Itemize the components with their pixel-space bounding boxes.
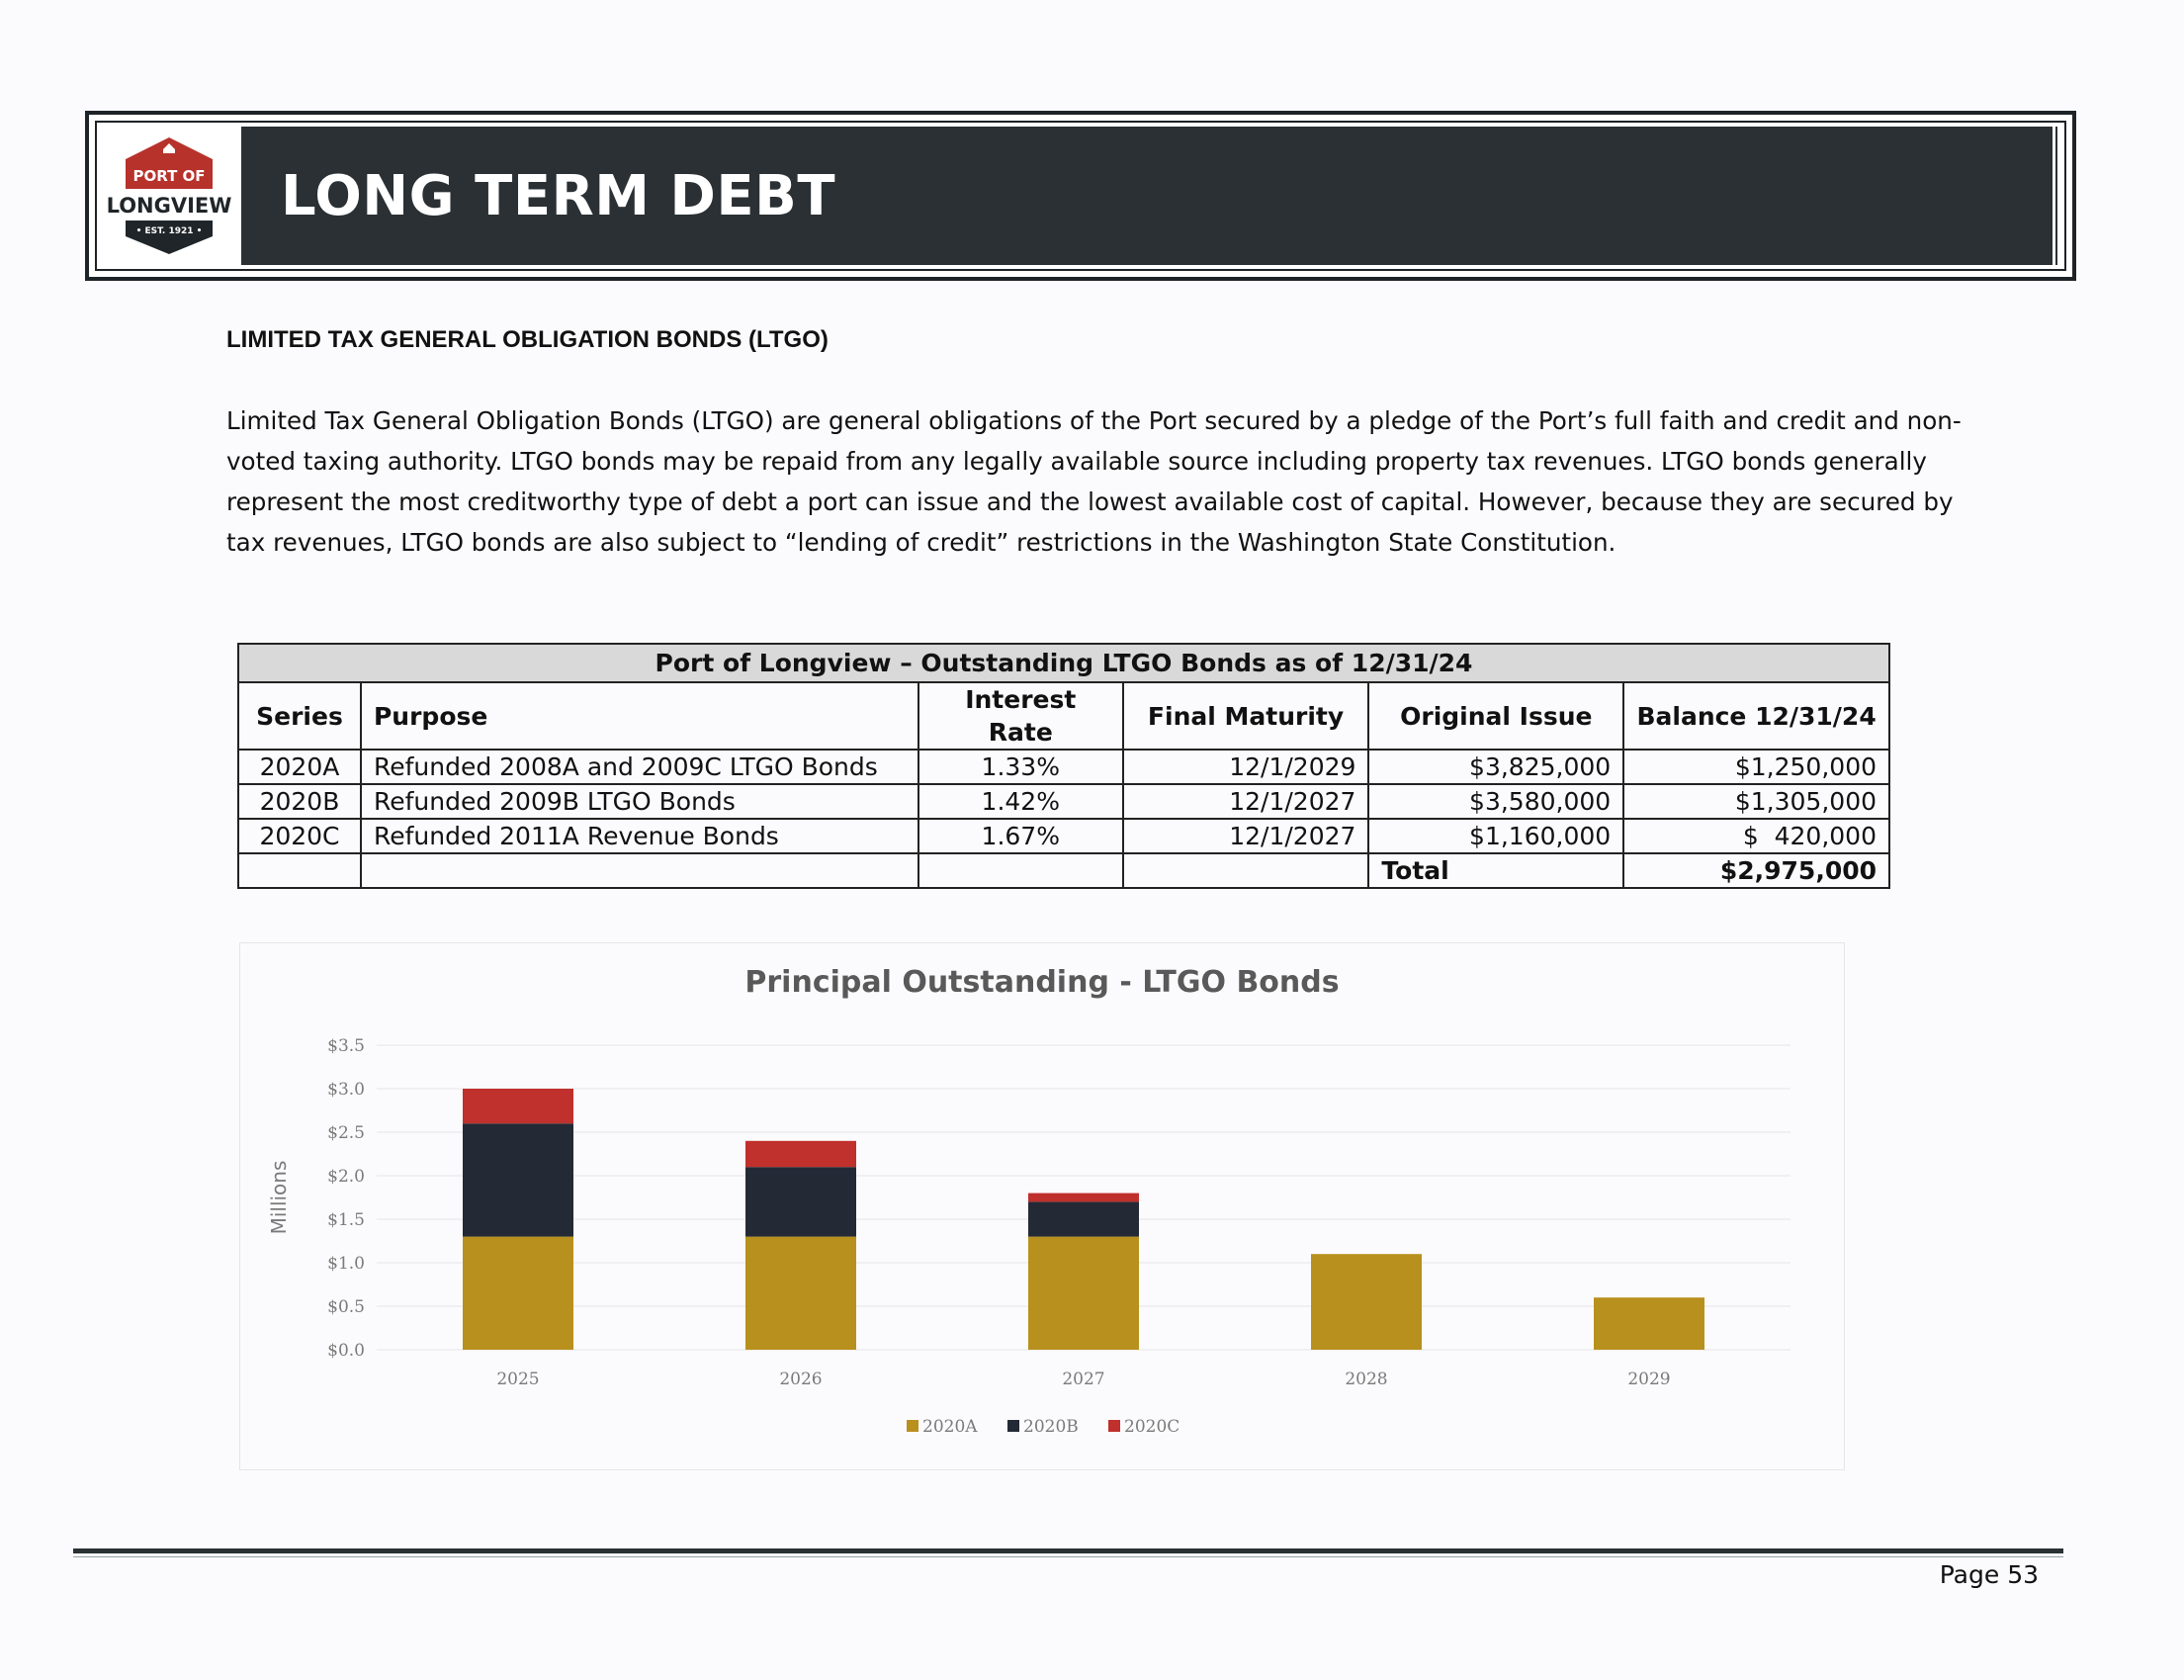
bar-2020c-2026	[745, 1140, 856, 1168]
bar-2020c-2027	[1028, 1193, 1139, 1202]
table-caption: Port of Longview – Outstanding LTGO Bond…	[237, 643, 1890, 683]
total-value: $2,975,000	[1622, 852, 1890, 889]
cell-original-issue: $1,160,000	[1367, 818, 1625, 854]
empty-cell	[359, 852, 919, 889]
empty-cell	[237, 852, 362, 889]
cell-final-maturity: 12/1/2029	[1121, 749, 1370, 785]
table-total-row: Total $2,975,000	[237, 852, 1890, 889]
table-row: 2020A Refunded 2008A and 2009C LTGO Bond…	[237, 749, 1890, 785]
legend-label-2020c: 2020C	[1124, 1417, 1179, 1437]
bar-2020a-2025	[463, 1236, 573, 1350]
cell-series: 2020B	[237, 783, 362, 820]
header-banner: PORT OF LONGVIEW • EST. 1921 • LONG TERM…	[85, 111, 2076, 281]
cell-balance: $ 420,000	[1622, 818, 1890, 854]
chart-plot: $0.0 $0.5 $1.0 $1.5 $2.0 $2.5 $3.0 $3.5 Millions…	[267, 1036, 1791, 1437]
cell-purpose: Refunded 2011A Revenue Bonds	[359, 818, 919, 854]
cell-balance: $1,305,000	[1622, 783, 1890, 820]
section-paragraph: Limited Tax General Obligation Bonds (LT…	[226, 406, 1962, 557]
page-number: Page 53	[1939, 1560, 2039, 1589]
bar-2020a-2027	[1028, 1236, 1139, 1350]
section-heading: LIMITED TAX GENERAL OBLIGATION BONDS (LT…	[226, 326, 829, 353]
title-bar: LONG TERM DEBT	[241, 127, 2060, 265]
bar-2020c-2025	[463, 1089, 573, 1124]
cell-series: 2020C	[237, 818, 362, 854]
bar-2020a-2028	[1311, 1254, 1422, 1350]
legend-swatch-2020b	[1007, 1420, 1019, 1432]
x-tick-label: 2025	[496, 1370, 539, 1389]
principal-chart: Principal Outstanding - LTGO Bonds $0.0 $…	[239, 942, 1845, 1470]
empty-cell	[1121, 852, 1370, 889]
y-tick-label: $2.0	[327, 1167, 365, 1187]
col-header-interest-rate: Interest Rate	[917, 681, 1124, 751]
logo-line3: • EST. 1921 •	[136, 226, 203, 236]
cell-interest-rate: 1.42%	[917, 783, 1124, 820]
cell-purpose: Refunded 2009B LTGO Bonds	[359, 783, 919, 820]
bar-2020b-2026	[745, 1167, 856, 1237]
table-row: 2020C Refunded 2011A Revenue Bonds 1.67%…	[237, 818, 1890, 854]
logo-line2: LONGVIEW	[107, 194, 232, 218]
x-tick-label: 2029	[1627, 1370, 1670, 1389]
table-row: 2020B Refunded 2009B LTGO Bonds 1.42% 12…	[237, 783, 1890, 820]
cell-final-maturity: 12/1/2027	[1121, 818, 1370, 854]
y-tick-label: $0.0	[327, 1341, 365, 1361]
chart-title: Principal Outstanding - LTGO Bonds	[744, 965, 1340, 1000]
cell-final-maturity: 12/1/2027	[1121, 783, 1370, 820]
y-tick-label: $2.5	[327, 1123, 365, 1143]
empty-cell	[917, 852, 1124, 889]
col-header-series: Series	[237, 681, 362, 751]
footer-rule-thin	[73, 1556, 2063, 1557]
y-tick-label: $3.5	[327, 1036, 365, 1056]
bar-2020b-2025	[463, 1123, 573, 1237]
table-caption-row: Port of Longview – Outstanding LTGO Bond…	[237, 643, 1890, 683]
cell-interest-rate: 1.33%	[917, 749, 1124, 785]
cell-original-issue: $3,825,000	[1367, 749, 1625, 785]
total-label: Total	[1367, 852, 1625, 889]
col-header-balance: Balance 12/31/24	[1622, 681, 1890, 751]
port-logo-icon: PORT OF LONGVIEW • EST. 1921 •	[107, 137, 232, 254]
x-tick-label: 2028	[1345, 1370, 1387, 1389]
port-logo: PORT OF LONGVIEW • EST. 1921 •	[101, 127, 237, 265]
cell-original-issue: $3,580,000	[1367, 783, 1625, 820]
cell-purpose: Refunded 2008A and 2009C LTGO Bonds	[359, 749, 919, 785]
y-tick-label: $0.5	[327, 1297, 365, 1317]
legend-label-2020b: 2020B	[1023, 1417, 1079, 1437]
page-title: LONG TERM DEBT	[281, 164, 836, 228]
y-tick-label: $3.0	[327, 1080, 365, 1100]
legend-label-2020a: 2020A	[922, 1417, 978, 1437]
cell-series: 2020A	[237, 749, 362, 785]
x-tick-label: 2027	[1062, 1370, 1104, 1389]
footer-rule	[73, 1548, 2063, 1553]
y-axis-label: Millions	[267, 1161, 291, 1235]
x-tick-label: 2026	[779, 1370, 822, 1389]
logo-line1: PORT OF	[132, 167, 205, 185]
y-tick-label: $1.5	[327, 1210, 365, 1230]
bar-2020b-2027	[1028, 1201, 1139, 1237]
header-banner-inner: PORT OF LONGVIEW • EST. 1921 • LONG TERM…	[95, 121, 2066, 271]
legend-swatch-2020c	[1108, 1420, 1120, 1432]
ltgo-bonds-table: Port of Longview – Outstanding LTGO Bond…	[237, 643, 1890, 889]
table-header-row: Series Purpose Interest Rate Final Matur…	[237, 681, 1890, 751]
col-header-purpose: Purpose	[359, 681, 919, 751]
y-tick-label: $1.0	[327, 1254, 365, 1274]
cell-balance: $1,250,000	[1622, 749, 1890, 785]
cell-interest-rate: 1.67%	[917, 818, 1124, 854]
bar-2020a-2029	[1594, 1297, 1704, 1350]
legend-swatch-2020a	[907, 1420, 918, 1432]
col-header-final-maturity: Final Maturity	[1121, 681, 1370, 751]
bar-2020a-2026	[745, 1236, 856, 1350]
col-header-original-issue: Original Issue	[1367, 681, 1625, 751]
